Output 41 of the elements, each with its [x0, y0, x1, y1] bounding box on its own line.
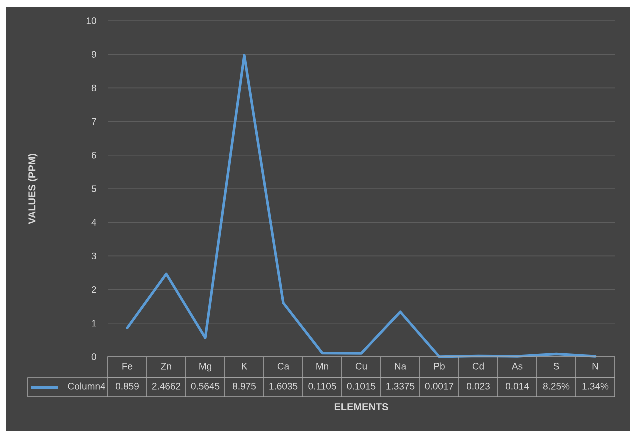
- data-label: 1.6035: [270, 383, 298, 390]
- x-tick-label: Na: [395, 363, 407, 370]
- x-tick-label: Cu: [356, 363, 367, 370]
- y-tick-label: 3: [92, 252, 96, 260]
- y-tick-label: 5: [92, 186, 96, 192]
- y-tick-label: 1: [92, 320, 96, 327]
- x-tick-label: Fe: [122, 363, 133, 370]
- data-label: 1.34%: [582, 383, 609, 390]
- y-tick-label: 0: [92, 354, 96, 360]
- data-label: 0.1105: [308, 383, 336, 390]
- x-tick-label: Cd: [472, 362, 484, 370]
- x-tick-label: Pb: [434, 362, 445, 370]
- y-tick-label: 2: [92, 286, 96, 294]
- x-axis-title: ELEMENTS: [334, 403, 388, 411]
- x-tick-label: Mg: [200, 363, 212, 372]
- x-tick-label: Zn: [161, 363, 172, 370]
- x-tick-label: Mn: [316, 363, 328, 370]
- y-tick-label: 7: [92, 118, 96, 126]
- data-label: 0.0017: [425, 383, 454, 390]
- x-tick-label: As: [512, 363, 523, 370]
- data-label: 2.4662: [152, 383, 181, 390]
- data-label: 0.014: [506, 383, 530, 390]
- y-tick-label: 4: [92, 219, 97, 226]
- y-axis-title: VALUES (PPM): [28, 154, 38, 224]
- data-label: 8.975: [233, 383, 256, 390]
- line-series: [126, 54, 597, 358]
- y-tick-label: 6: [92, 152, 96, 159]
- x-tick-label: N: [592, 363, 598, 370]
- data-label: 0.5645: [191, 383, 220, 390]
- y-tick-label: 8: [92, 84, 96, 92]
- x-tick-label: Ca: [278, 363, 290, 370]
- data-label: 0.859: [116, 383, 139, 390]
- data-label: 0.1015: [347, 383, 376, 390]
- data-label: 1.3375: [386, 383, 415, 390]
- data-label: 0.023: [466, 383, 490, 390]
- y-tick-label: 9: [92, 51, 96, 58]
- data-label: 8.25%: [543, 383, 570, 390]
- legend-label: Column4: [68, 382, 106, 390]
- x-tick-label: K: [242, 363, 248, 370]
- y-tick-label: 10: [86, 18, 96, 24]
- x-tick-label: S: [554, 363, 560, 370]
